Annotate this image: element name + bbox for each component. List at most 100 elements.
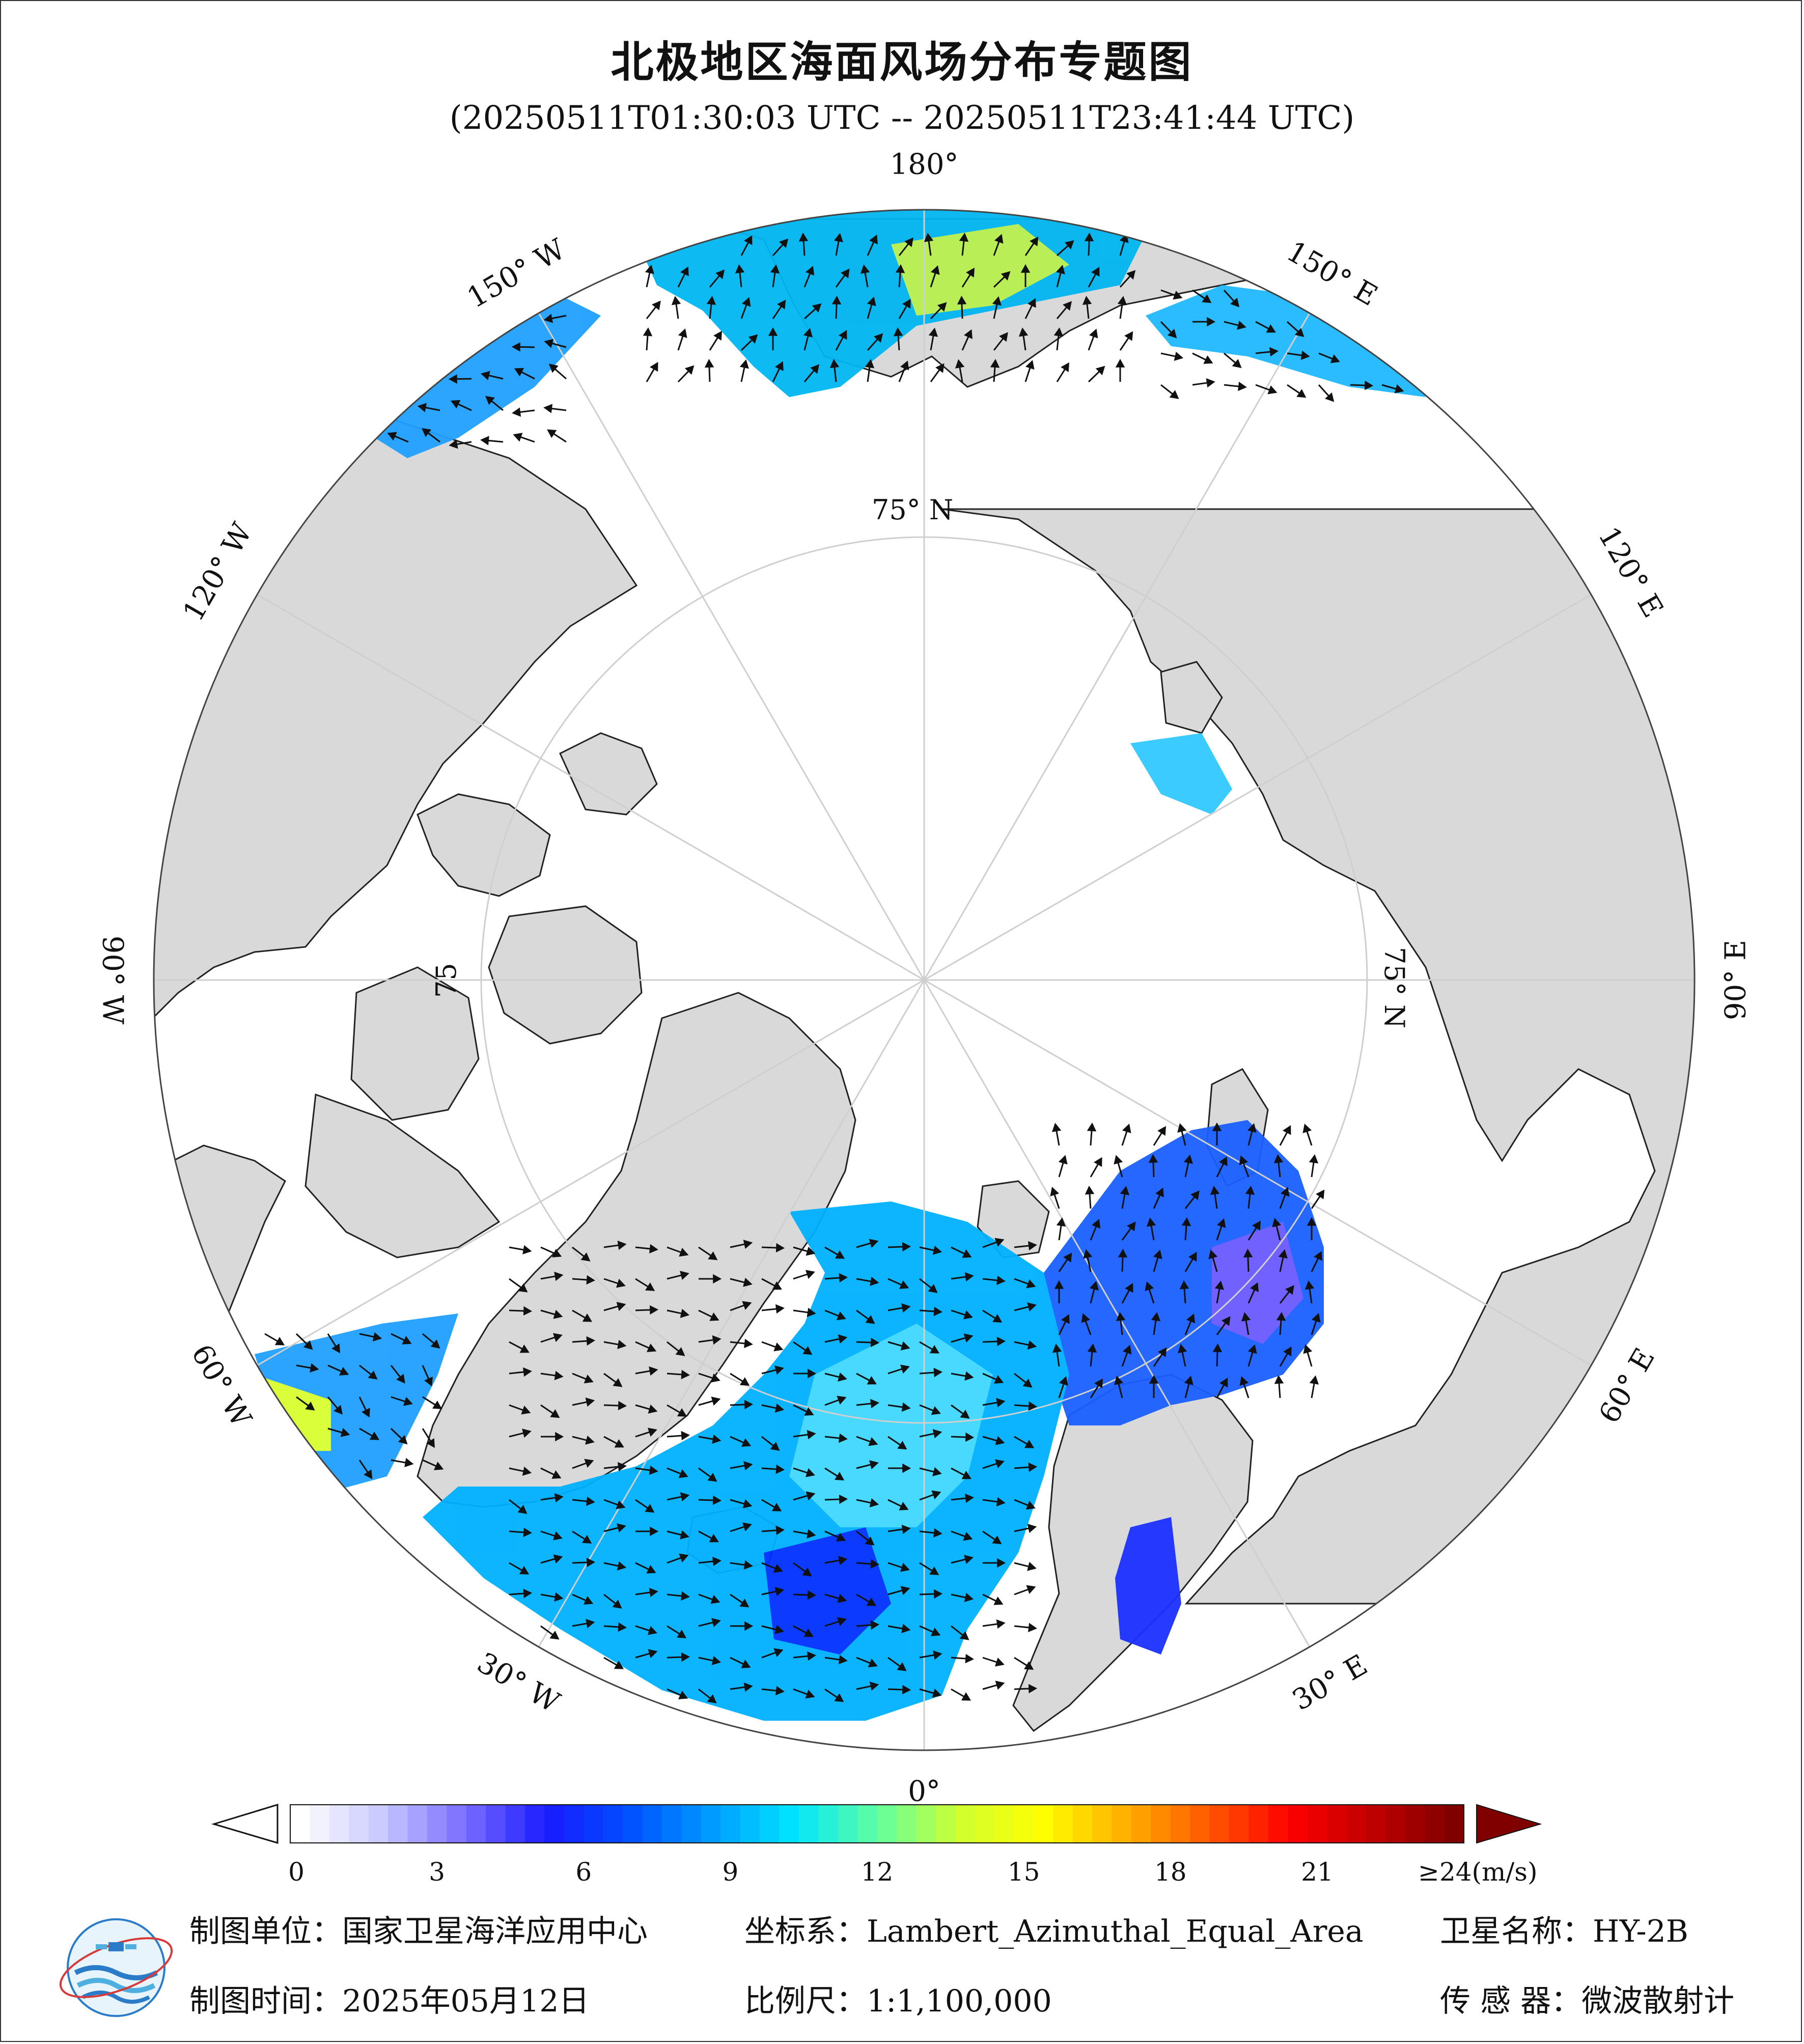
- colorbar-cell: [1248, 1805, 1269, 1843]
- wind-arrow-head: [551, 1249, 562, 1257]
- wind-arrow-head: [1122, 1124, 1131, 1133]
- wind-arrow-head: [902, 1242, 911, 1252]
- wind-arrow-head: [679, 1553, 689, 1562]
- wind-arrow-head: [838, 1334, 848, 1344]
- wind-arrow-head: [1178, 1343, 1187, 1354]
- wind-arrow-head: [585, 1397, 595, 1407]
- wind-patch-laptev: [1130, 733, 1232, 815]
- wind-arrow-head: [742, 1522, 752, 1532]
- wind-arrow-head: [617, 1561, 627, 1571]
- wind-arrow-head: [310, 1363, 319, 1373]
- wind-arrow-head: [368, 1370, 378, 1380]
- lat-label-75-left: 75: [430, 963, 462, 998]
- wind-arrow-head: [430, 1339, 440, 1349]
- wind-arrow-head: [617, 1523, 626, 1533]
- colorbar-cell: [975, 1805, 995, 1843]
- colorbar-cell: [740, 1805, 760, 1843]
- wind-arrow-head: [513, 433, 523, 442]
- wind-arrow-head: [895, 264, 905, 273]
- wind-arrow-head: [931, 1490, 941, 1499]
- lon-label: 30° W: [471, 1646, 565, 1720]
- wind-arrow-head: [865, 1536, 875, 1546]
- colorbar-cells: [290, 1805, 1464, 1843]
- wind-arrow-head: [807, 1529, 816, 1539]
- wind-arrow-head: [680, 1492, 690, 1502]
- colorbar-cell: [329, 1805, 350, 1843]
- wind-arrow-head: [1025, 360, 1035, 370]
- wind-arrow-head: [739, 359, 749, 369]
- wind-arrow-head: [806, 1468, 815, 1477]
- wind-arrow-head: [744, 1621, 754, 1631]
- wind-arrow-head: [1157, 1126, 1166, 1136]
- wind-arrow-head: [805, 1690, 815, 1699]
- wind-arrow-head: [803, 328, 813, 338]
- wind-arrow-head: [1250, 1282, 1259, 1293]
- wind-arrow-head: [681, 1591, 690, 1601]
- wind-arrow-head: [707, 1694, 717, 1703]
- wind-arrow-head: [928, 327, 938, 337]
- wind-arrow-head: [616, 1302, 626, 1311]
- wind-arrow-head: [1285, 1285, 1294, 1295]
- colorbar-cell: [857, 1805, 878, 1843]
- wind-arrow-head: [901, 1402, 911, 1412]
- wind-arrow-head: [1083, 1249, 1093, 1259]
- colorbar-border: [290, 1804, 1464, 1843]
- wind-arrow-head: [955, 359, 965, 369]
- wind-arrow-head: [839, 1494, 848, 1504]
- wind-arrow-head: [618, 1462, 627, 1472]
- wind-arrow-head: [869, 1460, 879, 1470]
- colorbar-cell: [623, 1805, 643, 1843]
- wind-arrow-head: [1155, 1187, 1164, 1198]
- footer-sensor: 传 感 器：微波散射计: [1440, 1983, 1735, 2019]
- wind-arrow-head: [1120, 1186, 1130, 1195]
- wind-arrow-head: [868, 1658, 878, 1668]
- wind-arrow-head: [1127, 1221, 1136, 1231]
- wind-arrow-head: [398, 1435, 408, 1445]
- wind-arrow-head: [1117, 296, 1127, 305]
- wind-arrow-head: [1212, 1122, 1222, 1131]
- colorbar-cell: [1385, 1805, 1406, 1843]
- colorbar-cell: [584, 1805, 604, 1843]
- wind-arrow-head: [1054, 1280, 1064, 1289]
- wind-arrow-head: [835, 1250, 845, 1259]
- wind-arrow-head: [964, 1555, 974, 1564]
- wind-arrow-head: [901, 1524, 911, 1534]
- colorbar-cell: [466, 1805, 487, 1843]
- colorbar-cell: [818, 1805, 839, 1843]
- wind-arrow-head: [869, 234, 878, 245]
- wind-arrow-head: [1050, 1187, 1060, 1196]
- wind-arrow-head: [838, 1555, 848, 1565]
- wind-arrow-head: [1181, 1217, 1191, 1226]
- colorbar-cell: [896, 1805, 917, 1843]
- wind-arrow-head: [1028, 1684, 1038, 1694]
- wind-arrow-head: [996, 1275, 1006, 1285]
- wind-arrow-head: [1237, 320, 1246, 330]
- wind-arrow-head: [712, 1495, 722, 1505]
- wind-arrow-head: [543, 314, 553, 323]
- wind-arrow-head: [937, 302, 947, 312]
- colorbar-tick-label: 6: [575, 1857, 592, 1887]
- wind-arrow-head: [680, 1271, 689, 1280]
- colorbar-cell: [935, 1805, 956, 1843]
- wind-arrow-head: [522, 1429, 532, 1438]
- wind-arrow-head: [1239, 1155, 1248, 1165]
- wind-arrow-head: [1001, 271, 1011, 281]
- wind-arrow-head: [741, 1660, 751, 1668]
- wind-arrow-head: [711, 1618, 721, 1628]
- wind-arrow-head: [517, 1505, 528, 1514]
- wind-arrow-head: [771, 1503, 782, 1511]
- wind-arrow-head: [897, 1662, 907, 1671]
- wind-arrow-head: [743, 1240, 753, 1249]
- wind-arrow-head: [961, 1471, 972, 1479]
- wind-arrow-head: [1305, 1280, 1315, 1290]
- colorbar-cell: [1170, 1805, 1191, 1843]
- colorbar-cell: [955, 1805, 976, 1843]
- wind-arrow-head: [965, 1432, 975, 1442]
- wind-arrow-head: [1091, 1219, 1101, 1229]
- wind-arrow-head: [1061, 362, 1069, 373]
- wind-arrow-head: [715, 269, 725, 279]
- wind-arrow-head: [586, 1275, 596, 1285]
- wind-arrow-head: [551, 1470, 562, 1479]
- wind-arrow-head: [549, 1631, 560, 1640]
